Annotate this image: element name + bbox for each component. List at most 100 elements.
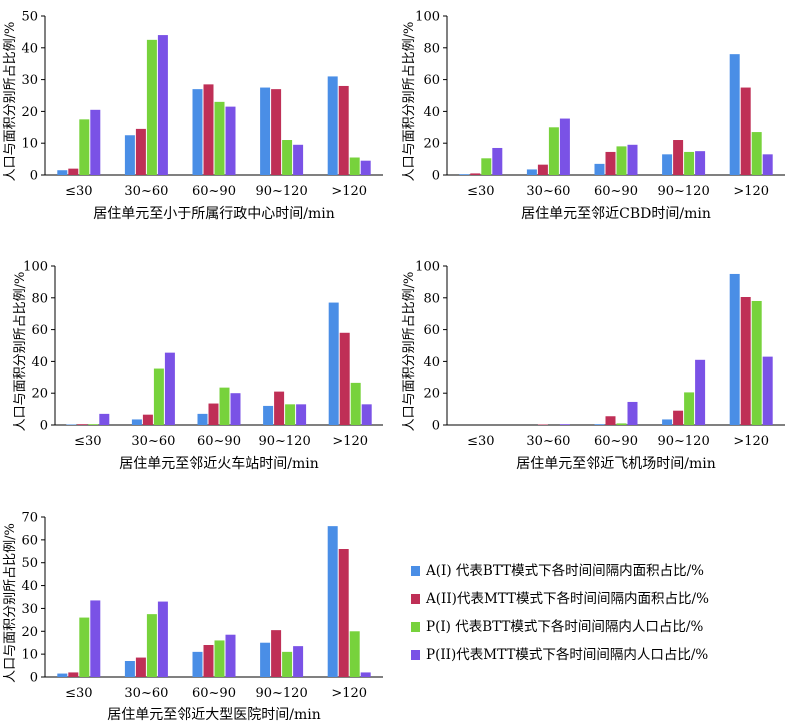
x-axis-label: 居住单元至邻近CBD时间/min [521, 206, 711, 222]
bar-p1-4 [349, 631, 360, 677]
bar-a1-4 [729, 273, 740, 425]
y-tick-label: 40 [21, 579, 38, 594]
bar-a1-1 [124, 135, 135, 175]
bar-a2-3 [271, 630, 282, 677]
chart-administrative-center: 0 10 20 30 40 50 ≤30 30~60 60~90 90~120 >120 居住单元至小… [3, 10, 383, 222]
x-tick-label: >120 [733, 434, 769, 449]
chart-train-station: 0 20 40 60 80 100 ≤30 30~60 60~90 90~120 >120 居住单元至… [13, 260, 383, 472]
bar-p2-2 [627, 401, 638, 425]
bar-p1-2 [219, 387, 230, 425]
bar-p1-1 [153, 368, 164, 425]
y-tick-label: 30 [21, 602, 38, 617]
y-tick-label: 50 [21, 10, 38, 25]
bar-a2-1 [135, 128, 146, 175]
y-tick-label: 0 [432, 169, 440, 184]
bar-a2-2 [203, 84, 214, 175]
x-tick-label: >120 [733, 184, 769, 199]
bar-a1-4 [328, 302, 339, 425]
bar-p2-4 [360, 672, 371, 677]
bar-a2-4 [740, 297, 751, 425]
bar-a1-2 [197, 413, 208, 425]
bar-a2-2 [605, 416, 616, 425]
y-tick-label: 10 [21, 648, 38, 663]
bar-a2-3 [673, 410, 684, 425]
bar-a1-1 [131, 419, 142, 425]
x-tick-label: ≤30 [65, 184, 92, 199]
legend-label-a1: A(I) 代表BTT模式下各时间间隔内面积占比/% [425, 563, 704, 579]
y-axis-label: 人口与面积分别所占比例/% [13, 272, 28, 432]
bar-a1-0 [57, 170, 68, 175]
bar-p1-0 [88, 424, 99, 425]
y-tick-label: 0 [30, 169, 38, 184]
bar-a1-4 [327, 76, 338, 175]
bar-p2-2 [225, 634, 236, 677]
bar-a2-0 [470, 173, 481, 175]
bar-p2-3 [296, 404, 307, 425]
bar-a2-2 [605, 151, 616, 175]
x-tick-label: 60~90 [594, 434, 638, 449]
bar-a2-2 [203, 645, 214, 677]
bar-p1-4 [350, 382, 361, 425]
bar-p2-0 [90, 600, 101, 677]
bar-a1-1 [526, 169, 537, 175]
bar-p2-3 [293, 646, 304, 677]
y-tick-label: 60 [21, 533, 38, 548]
bar-p1-3 [684, 392, 695, 425]
y-tick-label: 60 [31, 323, 48, 338]
x-tick-label: >120 [331, 184, 367, 199]
bar-a2-4 [740, 87, 751, 175]
chart-hospital: 0 10 20 30 40 50 60 70 ≤30 30~60 60~90 90~120 >120 居住… [3, 511, 383, 722]
legend-label-p2: P(II)代表MTT模式下各时间间隔内人口占比/% [426, 647, 708, 663]
y-tick-label: 100 [23, 260, 48, 275]
bar-p2-2 [225, 106, 236, 175]
bar-a1-4 [327, 526, 338, 677]
bar-p2-2 [627, 144, 638, 175]
bar-p2-1 [164, 352, 175, 425]
x-tick-label: >120 [332, 434, 368, 449]
bar-p2-2 [230, 393, 241, 425]
x-tick-label: 90~120 [657, 184, 709, 199]
x-tick-label: 60~90 [197, 434, 241, 449]
bar-a1-0 [459, 174, 470, 175]
bar-a1-4 [729, 54, 740, 175]
x-tick-label: 90~120 [258, 434, 310, 449]
bar-p2-1 [559, 424, 570, 425]
x-tick-label: 90~120 [657, 434, 709, 449]
legend-swatch-p2 [411, 650, 420, 660]
legend-label-a2: A(II)代表MTT模式下各时间间隔内面积占比/% [425, 591, 709, 607]
x-tick-label: ≤30 [65, 686, 92, 701]
bar-p1-1 [146, 39, 157, 175]
bar-a2-2 [208, 403, 219, 425]
bar-p1-3 [282, 651, 293, 677]
bar-p2-3 [695, 359, 706, 425]
y-tick-label: 0 [30, 671, 38, 686]
y-tick-label: 0 [40, 419, 48, 434]
bar-a2-3 [271, 89, 282, 175]
x-tick-label: ≤30 [74, 434, 101, 449]
bar-a2-1 [135, 657, 146, 677]
y-tick-label: 60 [423, 323, 440, 338]
bar-p1-3 [282, 140, 293, 175]
bar-a2-0 [68, 168, 79, 175]
bar-p2-4 [361, 404, 372, 425]
bar-p2-1 [157, 601, 168, 677]
bar-p2-4 [762, 356, 773, 425]
legend: A(I) 代表BTT模式下各时间间隔内面积占比/% A(II)代表MTT模式下各时… [411, 563, 709, 663]
bar-a1-1 [124, 661, 135, 677]
bar-a2-4 [338, 549, 349, 677]
x-tick-label: 60~90 [192, 686, 236, 701]
bar-p1-4 [349, 157, 360, 175]
x-tick-label: 90~120 [255, 184, 307, 199]
y-axis-label: 人口与面积分别所占比例/% [3, 523, 18, 683]
bar-a2-0 [68, 672, 79, 677]
bar-a1-3 [662, 419, 673, 425]
bar-a2-4 [338, 85, 349, 175]
legend-swatch-a2 [411, 594, 420, 604]
y-axis-label: 人口与面积分别所占比例/% [402, 272, 417, 432]
y-tick-label: 10 [21, 137, 38, 152]
bar-a1-2 [192, 89, 203, 175]
bar-p2-3 [293, 144, 304, 175]
y-tick-label: 30 [21, 73, 38, 88]
bar-p2-1 [559, 118, 570, 175]
x-axis-label: 居住单元至邻近火车站时间/min [119, 455, 319, 472]
